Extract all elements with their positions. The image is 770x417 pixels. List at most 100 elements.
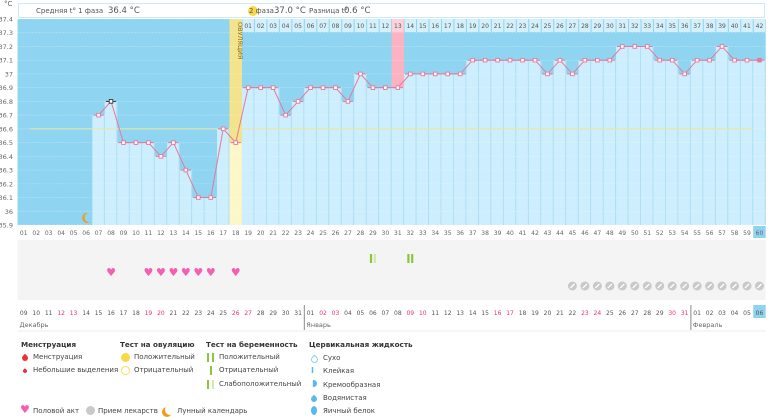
temperature-point[interactable]: [158, 154, 164, 159]
pill-icon[interactable]: [717, 281, 727, 291]
calendar-date[interactable]: 26: [232, 310, 240, 317]
temperature-point[interactable]: [707, 57, 712, 63]
temperature-column[interactable]: [715, 46, 729, 225]
temperature-column[interactable]: [217, 128, 230, 225]
temperature-point[interactable]: [295, 99, 301, 104]
calendar-date[interactable]: 15: [481, 310, 489, 317]
pill-icon[interactable]: [692, 281, 702, 291]
temperature-column[interactable]: [241, 87, 255, 226]
heart-icon[interactable]: ♥: [193, 266, 203, 279]
calendar-date[interactable]: 09: [20, 310, 28, 317]
calendar-date[interactable]: 03: [718, 310, 726, 317]
calendar-date[interactable]: 19: [531, 310, 539, 317]
cycle-day-label[interactable]: 09: [120, 230, 128, 237]
temperature-point[interactable]: [495, 57, 500, 63]
cycle-day-label[interactable]: 20: [257, 230, 265, 237]
temperature-point[interactable]: [108, 99, 114, 104]
temperature-column[interactable]: [703, 60, 716, 226]
cycle-day-label[interactable]: 04: [57, 230, 65, 237]
pill-icon[interactable]: [655, 281, 665, 291]
calendar-date[interactable]: 21: [556, 310, 564, 317]
temperature-point[interactable]: [669, 57, 675, 63]
temperature-point[interactable]: [171, 140, 176, 145]
temperature-point[interactable]: [146, 140, 151, 145]
temperature-column[interactable]: [441, 73, 454, 225]
temperature-column[interactable]: [304, 87, 317, 226]
cycle-day-label[interactable]: 52: [656, 230, 664, 237]
temperature-point[interactable]: [570, 71, 575, 77]
calendar-date[interactable]: 31: [681, 310, 689, 317]
cycle-day-label[interactable]: 38: [481, 230, 489, 237]
calendar-date[interactable]: 13: [456, 310, 464, 317]
pill-icon[interactable]: [605, 281, 615, 291]
cycle-day-label[interactable]: 42: [531, 230, 539, 237]
cycle-day-label[interactable]: 39: [494, 230, 502, 237]
temperature-point[interactable]: [345, 99, 351, 104]
temperature-point[interactable]: [507, 57, 513, 63]
temperature-point[interactable]: [607, 57, 613, 63]
temperature-point[interactable]: [370, 85, 376, 90]
temperature-point[interactable]: [657, 57, 662, 63]
calendar-date[interactable]: 29: [656, 310, 664, 317]
calendar-date[interactable]: 27: [631, 310, 639, 317]
pill-icon[interactable]: [630, 281, 640, 291]
temperature-column[interactable]: [466, 60, 479, 226]
temperature-point[interactable]: [620, 44, 625, 49]
cycle-day-label[interactable]: 11: [145, 230, 153, 237]
temperature-point[interactable]: [133, 140, 139, 145]
cycle-day-label[interactable]: 12: [157, 230, 165, 237]
calendar-date[interactable]: 20: [157, 310, 165, 317]
calendar-date[interactable]: 22: [182, 310, 190, 317]
temperature-column[interactable]: [453, 73, 467, 225]
cycle-day-label[interactable]: 34: [431, 230, 439, 237]
temperature-column[interactable]: [316, 87, 330, 226]
temperature-column[interactable]: [641, 46, 654, 225]
temperature-column[interactable]: [354, 73, 367, 225]
cycle-day-label[interactable]: 31: [394, 230, 402, 237]
temperature-point[interactable]: [445, 71, 450, 77]
temperature-point[interactable]: [420, 71, 426, 77]
temperature-column[interactable]: [404, 73, 417, 225]
calendar-date[interactable]: 14: [469, 310, 477, 317]
calendar-date[interactable]: 13: [70, 310, 78, 317]
temperature-column[interactable]: [603, 60, 617, 226]
cycle-day-label[interactable]: 45: [569, 230, 577, 237]
calendar-date[interactable]: 04: [344, 310, 352, 317]
highlighted-day-column[interactable]: [391, 19, 405, 88]
calendar-date[interactable]: 14: [82, 310, 90, 317]
pill-icon[interactable]: [592, 281, 602, 291]
calendar-date[interactable]: 17: [506, 310, 514, 317]
cycle-day-label[interactable]: 50: [631, 230, 639, 237]
calendar-date[interactable]: 18: [132, 310, 140, 317]
cycle-day-label[interactable]: 35: [444, 230, 452, 237]
cycle-day-label[interactable]: 55: [693, 230, 701, 237]
calendar-date[interactable]: 27: [244, 310, 252, 317]
calendar-date[interactable]: 05: [743, 310, 751, 317]
temperature-point[interactable]: [470, 57, 475, 63]
temperature-point[interactable]: [221, 126, 226, 132]
calendar-date[interactable]: 23: [581, 310, 589, 317]
temperature-point[interactable]: [457, 71, 463, 77]
temperature-column[interactable]: [129, 142, 143, 225]
temperature-point[interactable]: [395, 85, 401, 90]
temperature-point[interactable]: [582, 57, 588, 63]
temperature-column[interactable]: [379, 87, 392, 226]
pill-icon[interactable]: [642, 281, 652, 291]
calendar-date[interactable]: 28: [257, 310, 265, 317]
temperature-column[interactable]: [616, 46, 629, 225]
calendar-date[interactable]: 09: [406, 310, 414, 317]
cycle-day-label[interactable]: 53: [668, 230, 676, 237]
calendar-date[interactable]: 07: [382, 310, 390, 317]
temperature-point[interactable]: [383, 85, 388, 90]
calendar-date[interactable]: 24: [207, 310, 215, 317]
cycle-day-label[interactable]: 60: [756, 230, 764, 237]
cycle-day-label[interactable]: 02: [32, 230, 40, 237]
cycle-day-label[interactable]: 21: [269, 230, 277, 237]
cycle-day-label[interactable]: 51: [643, 230, 651, 237]
calendar-date[interactable]: 01: [307, 310, 315, 317]
cycle-day-label[interactable]: 17: [219, 230, 227, 237]
cycle-day-label[interactable]: 24: [307, 230, 315, 237]
cycle-day-label[interactable]: 23: [294, 230, 302, 237]
calendar-date[interactable]: 15: [95, 310, 103, 317]
calendar-date[interactable]: 05: [357, 310, 365, 317]
